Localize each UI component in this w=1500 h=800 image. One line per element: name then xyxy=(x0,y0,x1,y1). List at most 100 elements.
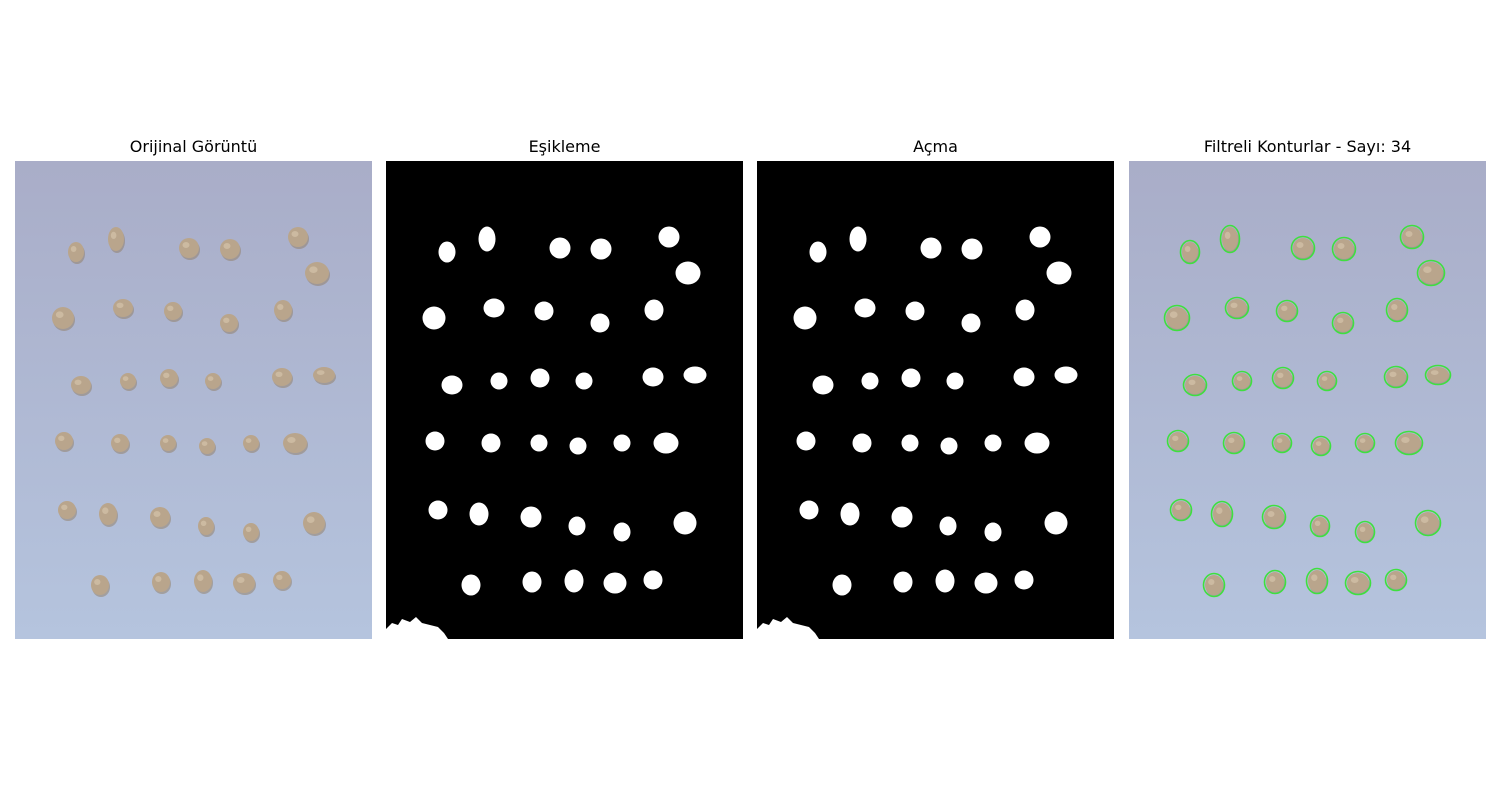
mask-blob xyxy=(590,238,612,260)
chickpea xyxy=(52,307,74,329)
mask-blob xyxy=(530,368,550,388)
contour xyxy=(1169,498,1193,522)
chickpea-highlight xyxy=(223,317,230,323)
mask-noise xyxy=(757,617,819,639)
contour xyxy=(1316,370,1338,392)
mask-blob xyxy=(613,434,631,452)
opening-title: Açma xyxy=(913,137,958,156)
original-image xyxy=(15,161,372,639)
chickpea-highlight xyxy=(182,242,190,248)
chickpea xyxy=(1205,575,1223,595)
photo-background xyxy=(15,161,372,639)
chickpea-highlight xyxy=(58,435,65,441)
chickpea xyxy=(1266,572,1284,592)
contour xyxy=(1399,224,1425,250)
chickpea-highlight xyxy=(1188,379,1196,385)
threshold-panel xyxy=(386,161,743,639)
chickpea-highlight xyxy=(74,379,82,385)
mask-blob xyxy=(590,313,610,333)
mask-blob xyxy=(478,226,496,252)
mask-blob xyxy=(490,372,508,390)
contour xyxy=(1424,364,1452,386)
contour xyxy=(1354,520,1376,544)
chickpea xyxy=(1357,523,1373,541)
chickpea xyxy=(1387,571,1405,589)
chickpea-highlight xyxy=(245,526,252,532)
mask-blob xyxy=(461,574,481,596)
chickpea-highlight xyxy=(155,576,162,582)
chickpea-highlight xyxy=(1423,266,1432,273)
mask-blob xyxy=(939,516,957,536)
mask-blob xyxy=(613,522,631,542)
mask-blob xyxy=(603,572,627,594)
chickpea-highlight xyxy=(1390,574,1397,580)
chickpea-highlight xyxy=(1391,304,1398,310)
filtered-contours-title: Filtreli Konturlar - Sayı: 34 xyxy=(1203,137,1412,156)
chickpea-highlight xyxy=(1337,243,1345,249)
mask-blob xyxy=(1046,261,1072,285)
chickpea xyxy=(1213,503,1231,525)
mask-blob xyxy=(796,431,816,451)
chickpea xyxy=(220,314,238,332)
contour xyxy=(1290,235,1316,261)
contour xyxy=(1383,365,1409,389)
mask-blob xyxy=(642,367,664,387)
mask-noise xyxy=(386,617,448,639)
chickpea-highlight xyxy=(207,376,214,381)
chickpea-highlight xyxy=(122,376,129,381)
contour xyxy=(1331,311,1355,335)
chickpea-highlight xyxy=(1405,231,1413,237)
chickpea xyxy=(58,501,76,519)
mask-blob xyxy=(840,502,860,526)
mask-blob xyxy=(643,570,663,590)
chickpea-highlight xyxy=(1281,305,1288,311)
chickpea xyxy=(1278,302,1296,320)
chickpea xyxy=(205,373,221,389)
chickpea-highlight xyxy=(70,246,77,252)
chickpea-highlight xyxy=(316,370,325,375)
chickpea xyxy=(1419,262,1443,284)
mask-blob xyxy=(961,313,981,333)
chickpea xyxy=(108,227,124,251)
mask-blob xyxy=(653,432,679,454)
chickpea-highlight xyxy=(110,231,117,239)
chickpea-highlight xyxy=(201,441,208,446)
contour xyxy=(1222,431,1246,455)
threshold-title: Eşikleme xyxy=(528,137,601,156)
chickpea-highlight xyxy=(223,243,231,249)
chickpea xyxy=(71,376,91,394)
chickpea xyxy=(1388,300,1406,320)
chickpea-highlight xyxy=(1314,520,1321,526)
chickpea xyxy=(1172,501,1190,519)
chickpea-highlight xyxy=(1276,438,1283,443)
contour xyxy=(1275,299,1299,323)
mask-background xyxy=(386,161,743,639)
chickpea-highlight xyxy=(114,437,121,443)
chickpea-highlight xyxy=(1216,507,1223,514)
chickpea xyxy=(313,367,335,383)
chickpea xyxy=(198,517,214,535)
mask-blob xyxy=(422,306,446,330)
chickpea xyxy=(1402,227,1422,247)
chickpea xyxy=(1264,507,1284,527)
mask-blob xyxy=(575,372,593,390)
chickpea xyxy=(288,227,308,247)
mask-blob xyxy=(832,574,852,596)
contour xyxy=(1210,500,1234,528)
chickpea-highlight xyxy=(102,507,109,514)
chickpea-highlight xyxy=(245,438,252,443)
chickpea xyxy=(68,242,84,262)
mask-blob xyxy=(549,237,571,259)
contour xyxy=(1416,259,1446,287)
mask-blob xyxy=(901,434,919,452)
chickpea xyxy=(1169,432,1187,450)
chickpea xyxy=(150,507,170,527)
chickpea-highlight xyxy=(1321,376,1328,381)
chickpea-highlight xyxy=(1359,438,1366,443)
mask-blob xyxy=(852,433,872,453)
chickpea-highlight xyxy=(1267,511,1275,517)
chickpea-highlight xyxy=(277,304,284,310)
mask-blob xyxy=(940,437,958,455)
chickpea-highlight xyxy=(275,371,283,377)
chickpea-highlight xyxy=(1359,526,1366,532)
